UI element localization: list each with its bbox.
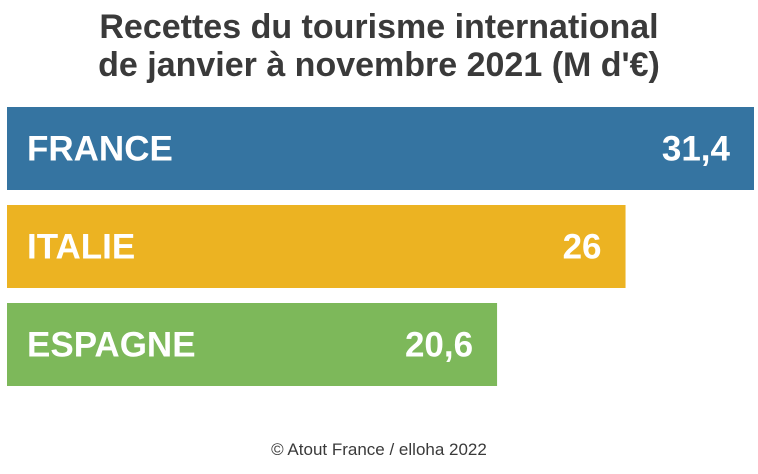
bar-label-espagne: ESPAGNE: [27, 326, 196, 365]
bar-label-france: FRANCE: [27, 130, 173, 169]
value-label-espagne: 20,6: [405, 326, 473, 365]
source-credit: © Atout France / elloha 2022: [271, 440, 487, 459]
bar-italie: [7, 205, 626, 288]
bar-france: [7, 107, 754, 190]
chart-title: Recettes du tourisme international de ja…: [0, 8, 758, 84]
bar-label-italie: ITALIE: [27, 228, 135, 267]
chart-title-line-1: Recettes du tourisme international: [99, 8, 659, 46]
value-label-italie: 26: [563, 228, 602, 267]
chart-title-line-2: de janvier à novembre 2021 (M d'€): [98, 46, 660, 84]
bar-espagne: [7, 303, 498, 386]
value-label-france: 31,4: [662, 130, 731, 169]
